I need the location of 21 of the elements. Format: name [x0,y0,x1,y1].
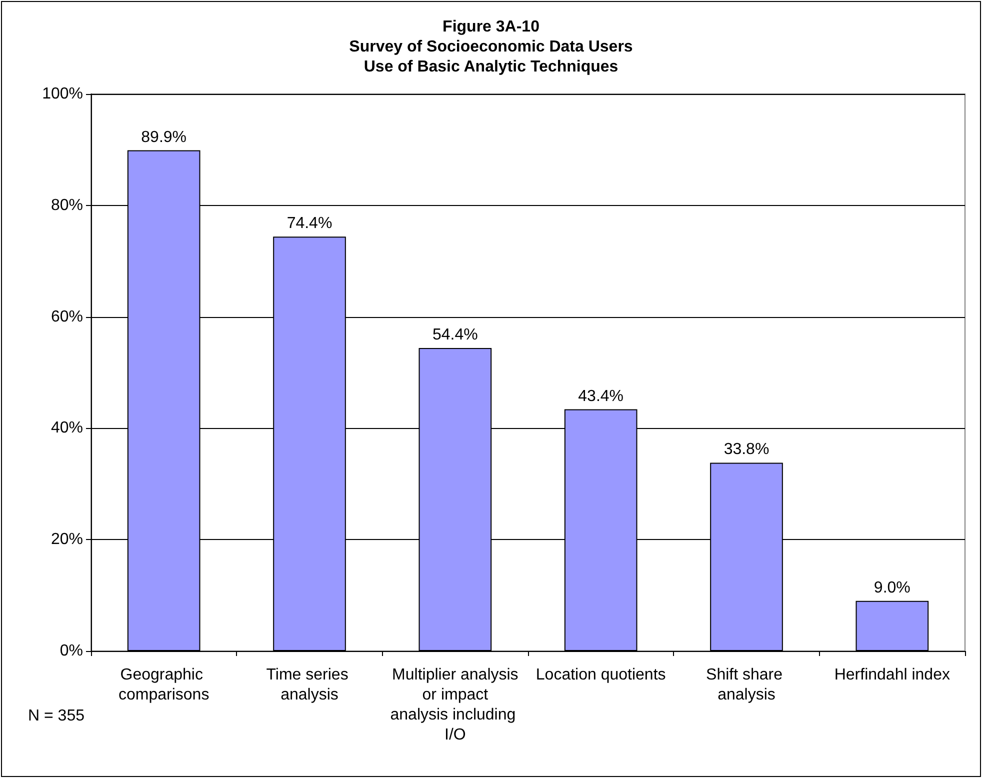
y-tick-label: 100% [42,86,83,102]
x-tick-label: Location quotients [536,666,666,684]
bar [856,600,929,651]
x-tick-label: Multiplier analysis or impact analysis including I/O [390,666,520,744]
data-label: 74.4% [286,215,332,232]
y-tick-label: 0% [60,642,83,660]
data-label: 54.4% [432,326,478,344]
data-label: 43.4% [578,388,624,405]
data-label: 9.0% [874,579,910,596]
y-tick-label: 20% [50,531,83,548]
x-tick-label: Herfindahl index [834,666,950,684]
y-tick-label: 80% [50,196,83,214]
data-label: 33.8% [724,441,770,458]
data-label: 89.9% [141,128,187,146]
chart-title: Figure 3A-10 Survey of Socioeconomic Data Users Use of Basic Analytic Techniques [349,18,633,76]
text: N = 355 [28,708,85,724]
y-tick-label: 60% [50,308,83,326]
x-tick-label: Time series analysis [266,666,353,704]
x-tick-label: Geographic comparisons [118,666,210,704]
x-tick-label: Shift share analysis [706,666,787,704]
y-tick-label: 40% [50,420,83,437]
